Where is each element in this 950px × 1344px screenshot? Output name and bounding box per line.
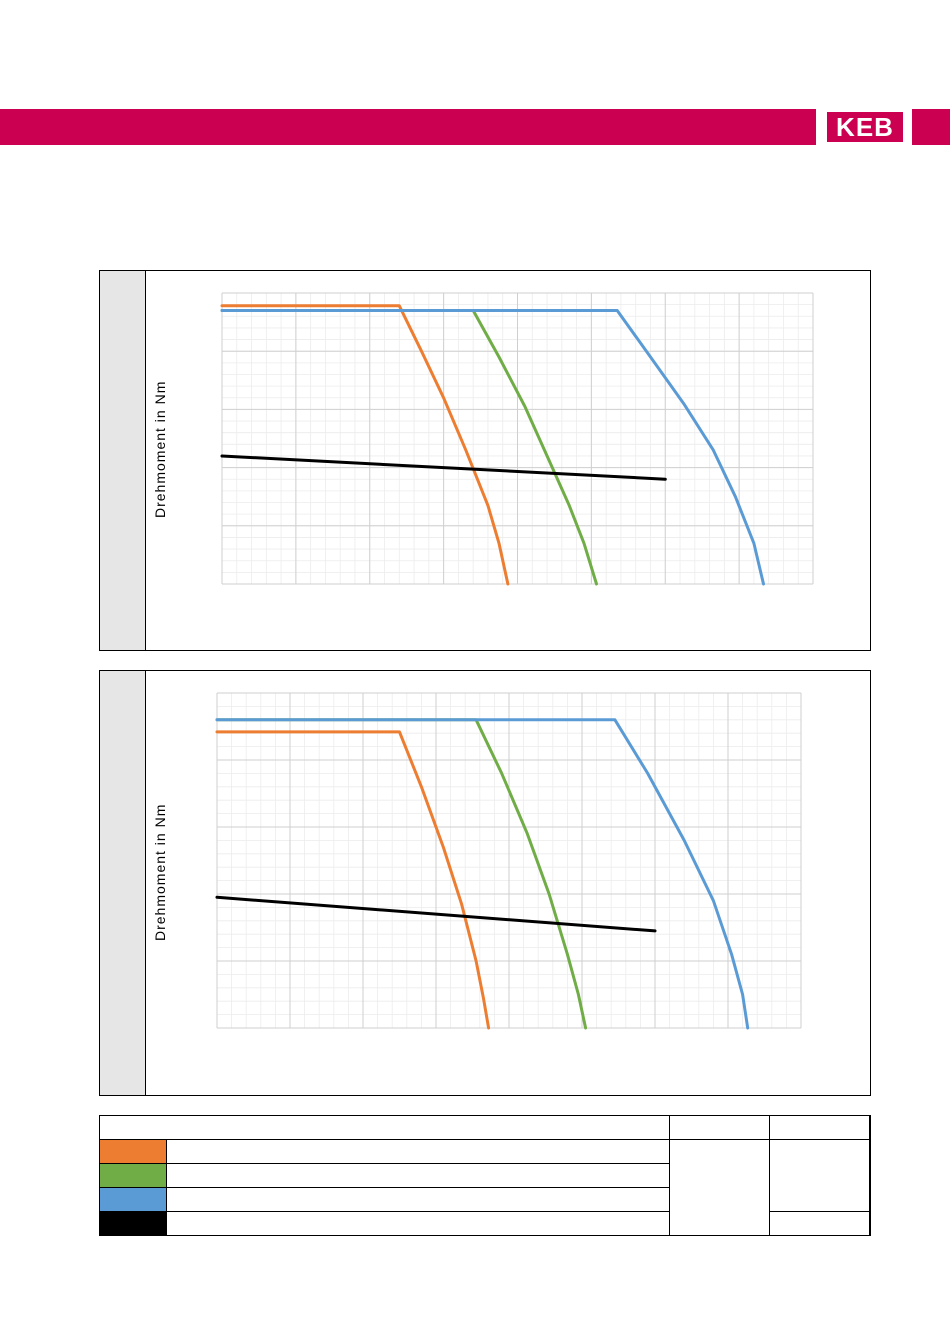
legend-value-cell — [768, 1211, 870, 1236]
legend-value-cell — [768, 1139, 870, 1212]
series-line-black — [215, 895, 657, 933]
series-line-green — [220, 309, 598, 586]
chart-panel-1: Drehmoment in Nm — [99, 270, 871, 651]
legend-swatch-black — [99, 1211, 167, 1236]
header-banner-end — [912, 109, 950, 145]
legend-swatch-orange — [99, 1139, 167, 1164]
chart-panel-2: Drehmoment in Nm — [99, 670, 871, 1096]
series-line-orange — [215, 730, 491, 1030]
series-line-green — [215, 718, 588, 1030]
header-banner — [0, 109, 816, 145]
series-line-black — [220, 454, 667, 481]
legend-value-cell — [668, 1139, 770, 1236]
chart-2-plot — [215, 692, 802, 1030]
series-line-blue — [215, 718, 750, 1030]
legend-header-cell — [768, 1115, 870, 1140]
chart-1-plot — [220, 292, 814, 586]
legend-label — [166, 1139, 670, 1164]
legend-swatch-blue — [99, 1187, 167, 1212]
legend-header-cell — [668, 1115, 770, 1140]
legend-row — [99, 1139, 872, 1236]
legend-row — [99, 1187, 871, 1212]
legend-header-cell — [868, 1115, 872, 1140]
legend-value-cell — [868, 1211, 872, 1236]
keb-logo: KEB — [824, 109, 906, 145]
legend-row — [99, 1211, 872, 1236]
series-line-orange — [220, 304, 510, 586]
legend-table — [99, 1115, 872, 1236]
chart-panel-2-sidebar — [100, 671, 146, 1095]
series-line-blue — [220, 309, 765, 586]
legend-label — [166, 1163, 670, 1188]
chart-panel-1-sidebar — [100, 271, 146, 650]
legend-label — [166, 1187, 670, 1212]
legend-row — [99, 1163, 871, 1188]
legend-header-row — [99, 1115, 872, 1140]
legend-label — [166, 1211, 670, 1236]
legend-swatch-green — [99, 1163, 167, 1188]
legend-value-cell — [868, 1139, 872, 1212]
legend-header-cell — [99, 1115, 670, 1140]
logo-text: KEB — [836, 111, 894, 142]
